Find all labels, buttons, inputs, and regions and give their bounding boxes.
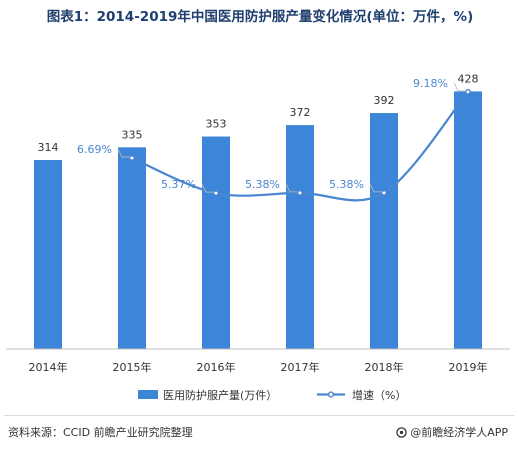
- x-tick-label: 2016年: [197, 360, 236, 374]
- growth-point: [465, 88, 471, 95]
- legend-bar-label: 医用防护服产量(万件）: [163, 388, 277, 402]
- legend: 医用防护服产量(万件） 增速（%）: [138, 388, 406, 402]
- growth-value-label: 5.37%: [161, 178, 196, 191]
- bar: [370, 113, 398, 349]
- bar-value-label: 335: [122, 128, 143, 141]
- bars-layer: 314 335 353 372 392 428: [34, 72, 482, 349]
- growth-value-label: 5.38%: [245, 178, 280, 191]
- source-note: 资料来源：CCID 前瞻产业研究院整理: [8, 426, 193, 439]
- bar: [118, 147, 146, 349]
- brand-credit: @前瞻经济学人APP: [396, 424, 508, 440]
- growth-point: [129, 155, 135, 161]
- x-tick-label: 2014年: [29, 360, 68, 374]
- growth-line-layer: 6.69% 5.37% 5.38% 5.38% 9.18%: [77, 77, 471, 202]
- x-tick-label: 2015年: [113, 360, 152, 374]
- bar-value-label: 314: [38, 141, 59, 154]
- bar-value-label: 428: [458, 72, 479, 85]
- growth-point: [213, 190, 219, 197]
- bar-value-label: 372: [290, 106, 311, 119]
- growth-point: [381, 189, 387, 196]
- bar: [454, 91, 482, 349]
- bar-value-label: 353: [206, 118, 227, 131]
- brand-logo-icon: [396, 426, 407, 438]
- growth-label-leader: [453, 82, 466, 92]
- growth-label-leader: [285, 183, 298, 193]
- footer-divider: [4, 415, 514, 416]
- x-tick-label: 2017年: [281, 360, 320, 374]
- growth-label-leader: [201, 183, 214, 193]
- growth-label-leader: [369, 183, 382, 193]
- bar: [34, 160, 62, 349]
- legend-line-label: 增速（%）: [352, 388, 406, 402]
- x-axis: 2014年 2015年 2016年 2017年 2018年 2019年: [6, 348, 510, 374]
- chart-title: 图表1：2014-2019年中国医用防护服产量变化情况(单位：万件，%): [46, 9, 474, 25]
- brand-text: @前瞻经济学人APP: [410, 426, 508, 439]
- bar: [202, 136, 230, 349]
- growth-value-label: 9.18%: [413, 77, 448, 90]
- x-tick-label: 2019年: [449, 360, 488, 374]
- growth-point: [297, 189, 303, 196]
- bar-value-label: 392: [374, 94, 395, 107]
- growth-value-label: 6.69%: [77, 143, 112, 156]
- bar: [286, 125, 314, 349]
- legend-bar-swatch: [138, 390, 158, 399]
- growth-value-label: 5.38%: [329, 178, 364, 191]
- growth-label-leader: [117, 148, 130, 158]
- legend-line-marker: [327, 391, 335, 398]
- x-tick-label: 2018年: [365, 360, 404, 374]
